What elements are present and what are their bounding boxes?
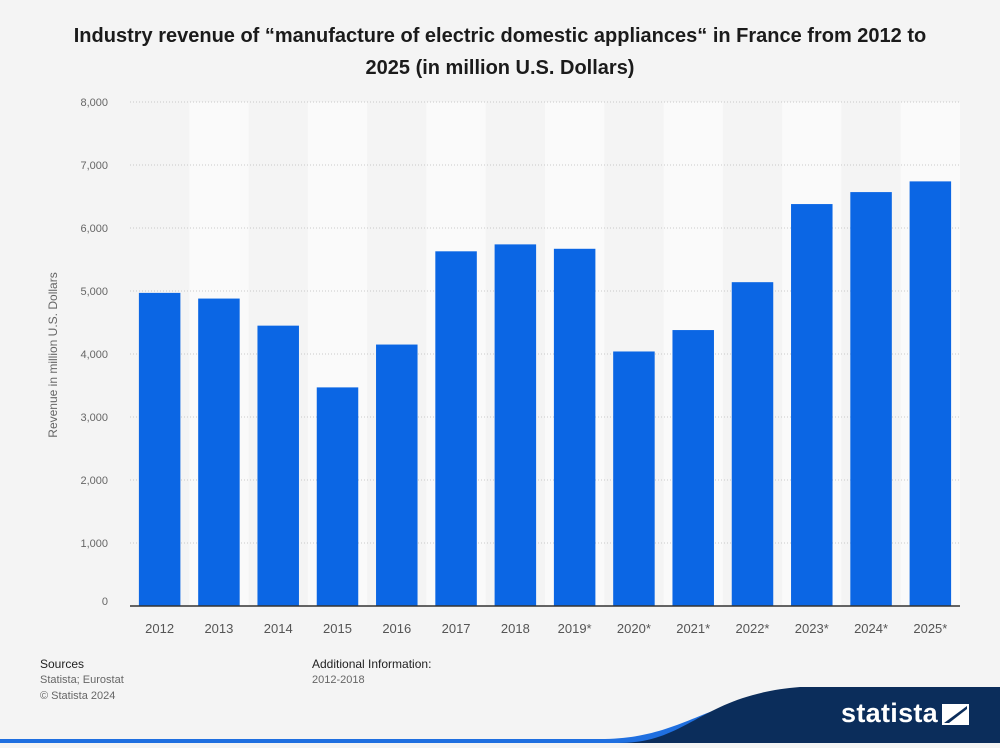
additional-info-block: Additional Information: 2012-2018: [312, 656, 431, 688]
x-tick-label: 2019*: [558, 621, 592, 636]
x-tick-label: 2013: [204, 621, 233, 636]
x-tick-label: 2016: [382, 621, 411, 636]
additional-info-label[interactable]: Additional Information:: [312, 657, 432, 671]
sources-label: Sources: [40, 657, 85, 671]
bar[interactable]: [198, 298, 240, 606]
bar[interactable]: [791, 204, 833, 606]
copyright-text: © Statista 2024: [40, 690, 116, 702]
brand-wave: [0, 687, 1000, 743]
brand-banner: statista: [0, 673, 1000, 743]
bar[interactable]: [257, 325, 299, 606]
bar[interactable]: [138, 292, 181, 606]
x-tick-label: 2015: [323, 621, 352, 636]
y-tick-label: 1,000: [80, 538, 108, 550]
y-axis-label: Revenue in million U.S. Dollars: [46, 272, 60, 437]
x-tick-label: 2012: [145, 621, 174, 636]
bar[interactable]: [435, 251, 477, 606]
y-tick-label: 6,000: [80, 223, 108, 235]
x-tick-labels: 2012 2013 2014 2015 2016 2017 2018 2019* 2020* 20…: [145, 621, 947, 636]
y-tick-label: 4,000: [80, 349, 108, 361]
x-tick-label: 2018: [501, 621, 530, 636]
y-tick-label: 8,000: [80, 97, 108, 109]
bar[interactable]: [672, 330, 714, 606]
statista-logo-icon: [942, 704, 969, 725]
bars: [138, 181, 952, 607]
bar[interactable]: [376, 344, 418, 606]
bar-chart: 0 1,000 2,000 3,000 4,000 5,000 6,000 7,000 8,00…: [46, 97, 960, 636]
y-tick-label: 3,000: [80, 412, 108, 424]
bar[interactable]: [316, 387, 359, 606]
x-tick-label: 2014: [264, 621, 293, 636]
x-tick-label: 2020*: [617, 621, 651, 636]
sources-text[interactable]: Statista; Eurostat: [40, 674, 124, 686]
x-tick-label: 2022*: [736, 621, 770, 636]
x-tick-label: 2025*: [913, 621, 947, 636]
chart-title: Industry revenue of “manufacture of elec…: [73, 25, 927, 79]
bar[interactable]: [494, 244, 537, 606]
y-tick-labels: 0 1,000 2,000 3,000 4,000 5,000 6,000 7,000 8,00…: [80, 97, 108, 608]
bar[interactable]: [731, 282, 774, 606]
y-tick-label: 5,000: [80, 286, 108, 298]
y-tick-label: 0: [102, 596, 108, 608]
statista-logo-text[interactable]: statista: [841, 698, 938, 728]
bar[interactable]: [850, 192, 892, 606]
bar[interactable]: [613, 351, 655, 606]
x-tick-label: 2023*: [795, 621, 829, 636]
y-tick-label: 7,000: [80, 160, 108, 172]
x-tick-label: 2024*: [854, 621, 888, 636]
additional-info-text: 2012-2018: [312, 674, 365, 686]
x-tick-label: 2017: [442, 621, 471, 636]
sources-block: Sources Statista; Eurostat © Statista 20…: [40, 656, 124, 704]
bar[interactable]: [553, 248, 596, 607]
x-tick-label: 2021*: [676, 621, 710, 636]
y-tick-label: 2,000: [80, 475, 108, 487]
bar[interactable]: [909, 181, 952, 606]
